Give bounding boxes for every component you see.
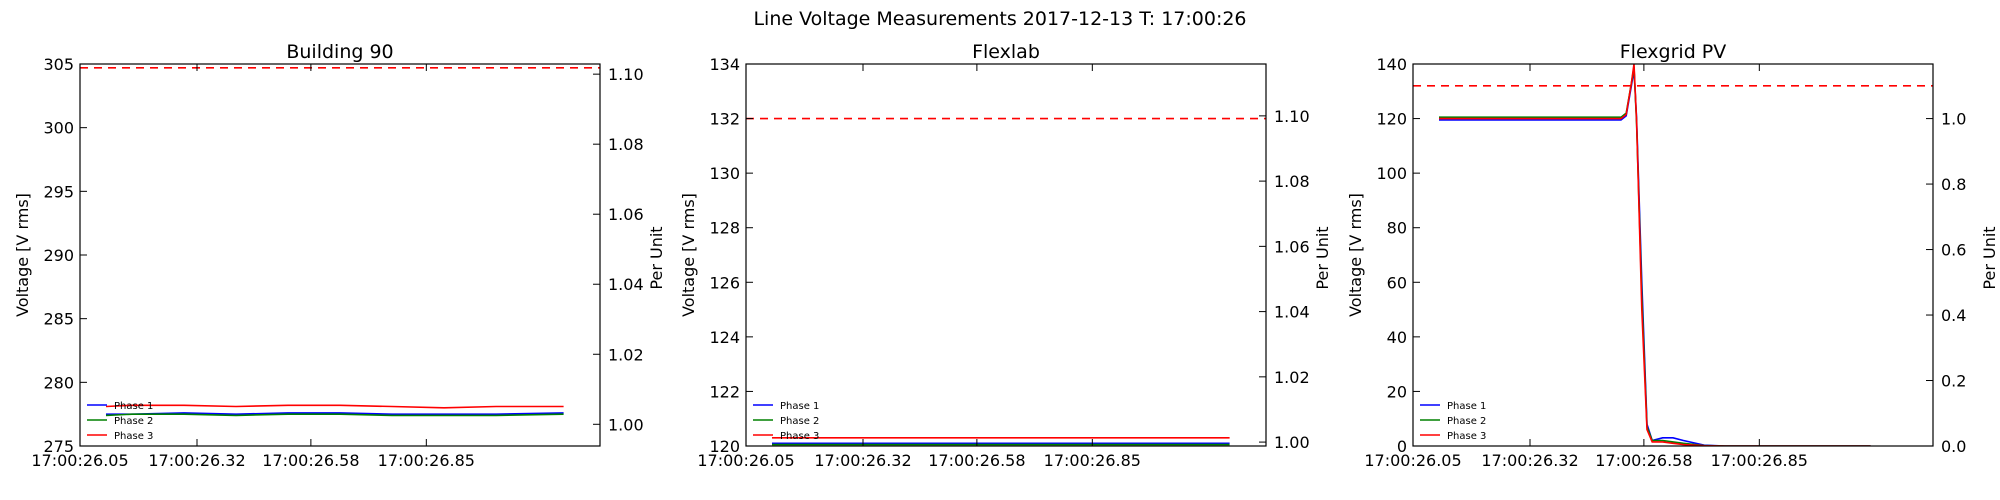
x-tick-label: 17:00:26.85 <box>1711 451 1808 470</box>
legend-label-3: Phase 3 <box>114 431 153 442</box>
y2-tick-label: 0.6 <box>1941 241 1966 260</box>
y-tick-label: 134 <box>709 55 740 74</box>
legend: Phase 1 Phase 2 Phase 3 <box>1420 401 1486 442</box>
y2-tick-label: 1.0 <box>1941 110 1966 129</box>
x-tick-label: 17:00:26.85 <box>1044 451 1141 470</box>
y-axis-label: Voltage [V rms] <box>1346 193 1365 317</box>
chart-panel-2: Flexlab 120 122 124 126 128 130 132 134 1.00 1.02 1… <box>679 41 1332 470</box>
x-tick-label: 17:00:26.05 <box>1364 451 1461 470</box>
y-tick-label: 20 <box>1387 382 1407 401</box>
y2-tick-label: 1.08 <box>608 135 644 154</box>
y2-tick-label: 0.4 <box>1941 306 1966 325</box>
plot-area <box>80 67 600 417</box>
legend-label-3: Phase 3 <box>1447 431 1486 442</box>
y-tick-label: 305 <box>43 55 74 74</box>
y-tick-label: 0 <box>1397 437 1407 456</box>
legend-label-1: Phase 1 <box>1447 401 1486 412</box>
x-tick-label: 17:00:26.85 <box>378 451 475 470</box>
y-tick-label: 300 <box>43 119 74 138</box>
panel-title: Flexgrid PV <box>1620 41 1727 63</box>
plot-frame <box>745 63 1267 447</box>
legend-label-2: Phase 2 <box>780 416 819 427</box>
y-tick-label: 120 <box>1376 110 1407 129</box>
y-axis-label: Voltage [V rms] <box>679 193 698 317</box>
x-tick-label: 17:00:26.58 <box>928 451 1025 470</box>
y2-axis-label: Per Unit <box>1313 226 1332 289</box>
y2-tick-label: 1.10 <box>608 65 644 84</box>
y-tick-label: 140 <box>1376 55 1407 74</box>
y-tick-label: 122 <box>709 382 740 401</box>
legend-label-2: Phase 2 <box>114 416 153 427</box>
panel-title: Building 90 <box>286 41 393 63</box>
y2-tick-label: 1.10 <box>1274 107 1310 126</box>
x-tick-label: 17:00:26.32 <box>1481 451 1578 470</box>
y2-tick-label: 0.0 <box>1941 437 1966 456</box>
plot-area <box>1413 64 1933 446</box>
legend-label-3: Phase 3 <box>780 431 819 442</box>
y-tick-label: 132 <box>709 110 740 129</box>
y2-tick-label: 1.00 <box>608 415 644 434</box>
y2-tick-label: 1.06 <box>608 205 644 224</box>
y-tick-label: 126 <box>709 273 740 292</box>
y2-tick-label: 1.02 <box>1274 368 1310 387</box>
y-tick-label: 40 <box>1387 328 1407 347</box>
y-tick-label: 120 <box>709 437 740 456</box>
series-line-2 <box>1439 66 1871 446</box>
y-tick-label: 280 <box>43 373 74 392</box>
y2-tick-label: 1.00 <box>1274 433 1310 452</box>
y2-tick-label: 1.02 <box>608 345 644 364</box>
y-tick-label: 80 <box>1387 219 1407 238</box>
series-line-2 <box>105 413 564 417</box>
plot-frame <box>1412 63 1934 447</box>
x-tick-label: 17:00:26.32 <box>148 451 245 470</box>
plot-frame <box>79 63 601 447</box>
y-axis-label: Voltage [V rms] <box>13 193 32 317</box>
legend-label-1: Phase 1 <box>114 401 153 412</box>
y2-axis-label: Per Unit <box>647 226 666 289</box>
y2-tick-label: 0.2 <box>1941 372 1966 391</box>
y-tick-label: 290 <box>43 246 74 265</box>
x-tick-label: 17:00:26.58 <box>1595 451 1692 470</box>
x-tick-label: 17:00:26.58 <box>262 451 359 470</box>
series-line-3 <box>1439 64 1871 446</box>
chart-panel-3: Flexgrid PV 0 20 40 60 80 100 120 140 0.0 0.2 0.4 0.… <box>1346 41 1999 470</box>
y-tick-label: 295 <box>43 182 74 201</box>
x-tick-label: 17:00:26.05 <box>697 451 794 470</box>
chart-panel-1: Building 90 275 280 285 290 295 300 305 1.00 1.02… <box>13 41 666 470</box>
legend: Phase 1 Phase 2 Phase 3 <box>753 401 819 442</box>
legend-label-1: Phase 1 <box>780 401 819 412</box>
y-tick-label: 128 <box>709 219 740 238</box>
series-line-1 <box>1439 69 1871 446</box>
y2-axis-label: Per Unit <box>1980 226 1999 289</box>
x-tick-label: 17:00:26.05 <box>31 451 128 470</box>
y-tick-label: 60 <box>1387 273 1407 292</box>
plot-area <box>746 117 1266 446</box>
x-tick-label: 17:00:26.32 <box>814 451 911 470</box>
figure-title: Line Voltage Measurements 2017-12-13 T: … <box>753 8 1246 30</box>
y-tick-label: 100 <box>1376 164 1407 183</box>
y-tick-label: 124 <box>709 328 740 347</box>
legend-label-2: Phase 2 <box>1447 416 1486 427</box>
y-tick-label: 285 <box>43 310 74 329</box>
y2-tick-label: 1.08 <box>1274 172 1310 191</box>
y2-tick-label: 1.04 <box>1274 303 1310 322</box>
y-tick-label: 275 <box>43 437 74 456</box>
legend: Phase 1 Phase 2 Phase 3 <box>87 401 153 442</box>
panel-title: Flexlab <box>972 41 1040 63</box>
y2-tick-label: 1.06 <box>1274 237 1310 256</box>
series-line-3 <box>105 404 564 409</box>
y2-tick-label: 1.04 <box>608 275 644 294</box>
y-tick-label: 130 <box>709 164 740 183</box>
panels: Building 902752802852902953003051.001.02… <box>13 41 1999 470</box>
y2-tick-label: 0.8 <box>1941 175 1966 194</box>
